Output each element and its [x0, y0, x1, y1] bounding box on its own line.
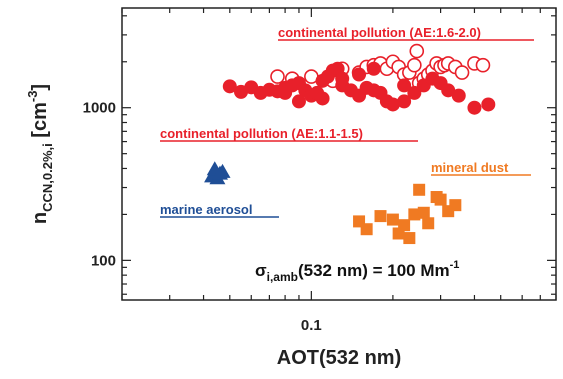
y-tick-label: 1000 [83, 100, 116, 117]
y-axis-subscript: CCN,0.2%,i [40, 143, 55, 212]
data-point-filled-circle [291, 94, 306, 109]
data-point-filled-circle [278, 85, 293, 100]
data-point-filled-circle [451, 88, 466, 103]
y-axis-title: nCCN,0.2%,i [cm-3] [25, 84, 55, 224]
data-point-filled-square [408, 208, 421, 221]
data-point-filled-circle [315, 91, 330, 106]
data-point-filled-square [413, 183, 426, 196]
data-point-filled-square [417, 206, 430, 219]
sigma-subscript: i,amb [267, 270, 298, 284]
data-points [204, 43, 496, 245]
data-point-filled-circle [352, 67, 367, 82]
y-axis-unit-exponent: -3 [25, 91, 40, 103]
x-axis-title: AOT(532 nm) [277, 347, 401, 369]
data-point-open-circle [407, 57, 422, 73]
sigma-superscript: -1 [450, 259, 460, 271]
data-point-filled-square [430, 191, 443, 204]
data-point-filled-circle [222, 79, 237, 94]
y-tick-label: 100 [91, 252, 116, 269]
data-point-filled-square [386, 213, 399, 226]
axis-ticks [121, 8, 557, 300]
data-point-filled-square [374, 210, 387, 223]
y-axis-unit: [cm [29, 102, 51, 143]
y-axis-unit-close: ] [29, 84, 51, 91]
data-point-filled-square [403, 232, 416, 245]
data-point-filled-circle [397, 78, 412, 93]
x-tick-label: 0.1 [301, 317, 322, 334]
data-point-filled-circle [335, 71, 350, 86]
data-point-open-circle [475, 57, 491, 73]
data-point-filled-triangle [211, 165, 228, 180]
data-point-filled-circle [441, 83, 456, 98]
data-point-filled-square [449, 199, 462, 212]
legend-label-marine-aerosol: marine aerosol [160, 202, 253, 217]
data-point-filled-square [422, 217, 435, 230]
data-point-filled-circle [407, 85, 422, 100]
data-point-filled-square [360, 223, 373, 236]
data-point-open-circle [454, 65, 470, 80]
sigma-symbol: σ [255, 261, 267, 280]
data-point-filled-circle [467, 100, 482, 115]
plot-frame [121, 7, 557, 301]
data-point-open-circle [270, 69, 285, 84]
data-point-filled-circle [366, 61, 381, 76]
extinction-annotation: σi,amb(532 nm) = 100 Mm-1 [255, 259, 459, 284]
data-point-open-circle [409, 43, 425, 59]
tick-labels: 0.111001000 [83, 100, 322, 334]
data-point-filled-circle [397, 94, 412, 109]
data-point-filled-circle [481, 97, 496, 112]
legend-label-mineral-dust: mineral dust [431, 160, 509, 175]
y-axis-symbol: n [29, 212, 51, 224]
sigma-expression: (532 nm) = 100 Mm [298, 261, 450, 280]
legend-label-continental-high-ae: continental pollution (AE:1.6-2.0) [278, 25, 481, 40]
data-point-filled-square [398, 219, 411, 232]
legend-label-continental-low-ae: continental pollution (AE:1.1-1.5) [160, 126, 363, 141]
data-point-filled-circle [385, 97, 400, 112]
